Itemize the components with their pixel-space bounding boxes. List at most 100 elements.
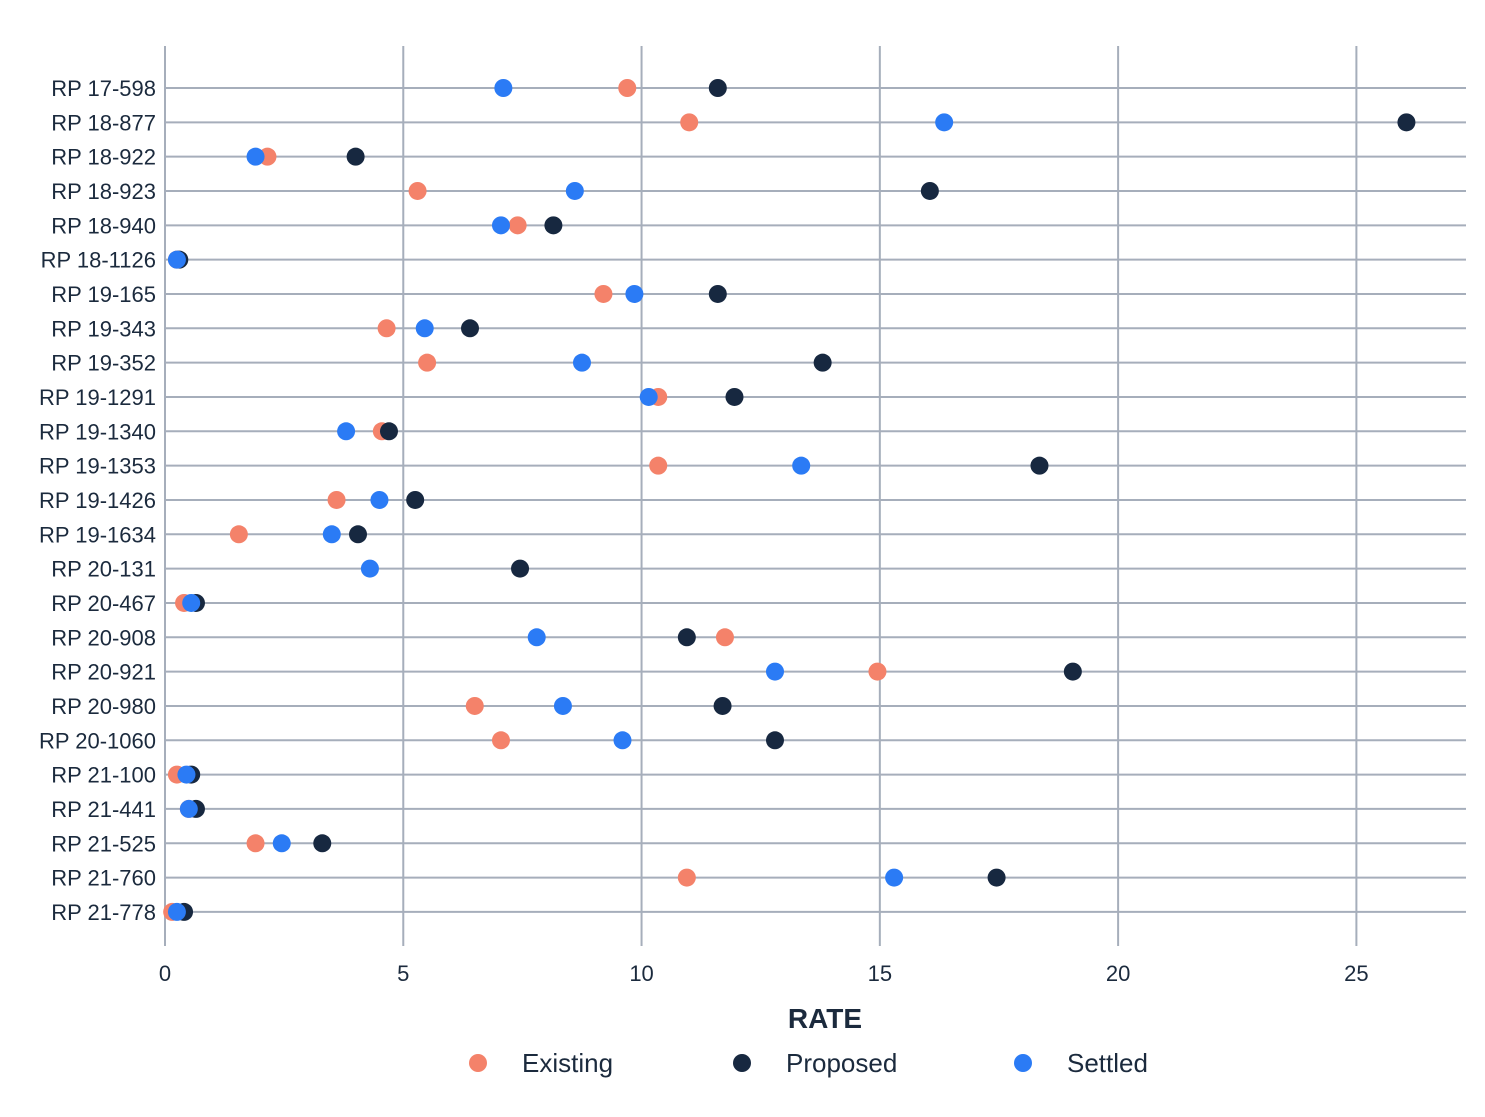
point-existing bbox=[508, 216, 527, 235]
point-settled bbox=[177, 765, 196, 784]
point-existing bbox=[715, 628, 734, 647]
point-settled bbox=[179, 799, 198, 818]
point-proposed bbox=[813, 353, 832, 372]
point-proposed bbox=[544, 216, 563, 235]
point-existing bbox=[618, 79, 637, 97]
point-settled bbox=[182, 593, 201, 612]
category-label: RP 20-921 bbox=[51, 660, 156, 685]
x-tick-label: 0 bbox=[159, 961, 171, 986]
category-label: RP 18-1126 bbox=[41, 248, 156, 273]
point-existing bbox=[408, 181, 427, 200]
point-proposed bbox=[379, 422, 398, 441]
point-settled bbox=[167, 250, 186, 269]
category-label: RP 21-760 bbox=[51, 866, 156, 891]
category-label: RP 20-467 bbox=[51, 591, 156, 616]
point-proposed bbox=[677, 628, 696, 647]
point-settled bbox=[337, 422, 356, 441]
category-label: RP 18-922 bbox=[51, 145, 156, 170]
category-label: RP 21-525 bbox=[51, 831, 156, 856]
point-settled bbox=[565, 181, 584, 200]
x-axis-title: RATE bbox=[788, 1003, 862, 1034]
category-label: RP 18-923 bbox=[51, 179, 156, 204]
point-settled bbox=[935, 113, 954, 132]
point-settled bbox=[246, 147, 265, 166]
point-settled bbox=[370, 490, 389, 509]
point-settled bbox=[765, 662, 784, 681]
point-settled bbox=[272, 834, 291, 853]
x-tick-label: 20 bbox=[1106, 961, 1130, 986]
category-label: RP 19-1426 bbox=[39, 488, 156, 513]
point-existing bbox=[594, 284, 613, 303]
category-label: RP 19-1291 bbox=[39, 385, 156, 410]
horizontal-gridlines bbox=[165, 87, 1466, 913]
category-label: RP 19-165 bbox=[51, 282, 156, 307]
point-proposed bbox=[1030, 456, 1049, 475]
point-existing bbox=[229, 525, 248, 544]
point-settled bbox=[360, 559, 379, 578]
point-existing bbox=[649, 456, 668, 475]
point-proposed bbox=[1397, 113, 1416, 132]
legend: Existing Proposed Settled bbox=[469, 1048, 1148, 1078]
point-existing bbox=[491, 731, 510, 750]
legend-label-settled: Settled bbox=[1067, 1048, 1148, 1078]
point-settled bbox=[322, 525, 341, 544]
point-proposed bbox=[765, 731, 784, 750]
category-label: RP 18-877 bbox=[51, 110, 156, 135]
category-label: RP 21-778 bbox=[51, 900, 156, 925]
point-proposed bbox=[713, 696, 732, 715]
point-settled bbox=[613, 731, 632, 750]
point-proposed bbox=[725, 387, 744, 406]
point-settled bbox=[527, 628, 546, 647]
category-label: RP 18-940 bbox=[51, 213, 156, 238]
point-proposed bbox=[511, 559, 530, 578]
point-settled bbox=[167, 902, 186, 921]
legend-marker-existing bbox=[469, 1054, 487, 1072]
y-axis-tick-labels: RP 17-598 RP 18-877 RP 18-922 RP 18-923 RP 1… bbox=[39, 76, 156, 925]
point-settled bbox=[494, 79, 513, 97]
point-settled bbox=[625, 284, 644, 303]
point-existing bbox=[327, 490, 346, 509]
legend-marker-proposed bbox=[733, 1054, 751, 1072]
point-settled bbox=[792, 456, 811, 475]
point-settled bbox=[415, 319, 434, 338]
point-proposed bbox=[349, 525, 368, 544]
x-tick-label: 25 bbox=[1344, 961, 1368, 986]
point-settled bbox=[885, 868, 904, 887]
point-existing bbox=[465, 696, 484, 715]
x-axis-tick-labels: 0 5 10 15 20 25 bbox=[159, 961, 1369, 986]
category-label: RP 20-980 bbox=[51, 694, 156, 719]
vertical-gridlines bbox=[164, 46, 1358, 946]
category-label: RP 19-1353 bbox=[39, 454, 156, 479]
point-proposed bbox=[920, 181, 939, 200]
legend-label-proposed: Proposed bbox=[786, 1048, 897, 1078]
category-label: RP 20-1060 bbox=[39, 728, 156, 753]
point-settled bbox=[572, 353, 591, 372]
legend-label-existing: Existing bbox=[522, 1048, 613, 1078]
category-label: RP 21-441 bbox=[51, 797, 156, 822]
point-proposed bbox=[987, 868, 1006, 887]
point-existing bbox=[377, 319, 396, 338]
point-settled bbox=[639, 387, 658, 406]
point-proposed bbox=[460, 319, 479, 338]
legend-marker-settled bbox=[1014, 1054, 1032, 1072]
category-label: RP 19-1634 bbox=[39, 522, 156, 547]
category-label: RP 21-100 bbox=[51, 763, 156, 788]
point-proposed bbox=[346, 147, 365, 166]
x-tick-label: 15 bbox=[868, 961, 892, 986]
point-proposed bbox=[406, 490, 425, 509]
category-label: RP 19-352 bbox=[51, 351, 156, 376]
category-label: RP 19-343 bbox=[51, 316, 156, 341]
x-tick-label: 10 bbox=[629, 961, 653, 986]
category-label: RP 17-598 bbox=[51, 76, 156, 101]
point-existing bbox=[418, 353, 437, 372]
category-label: RP 20-908 bbox=[51, 625, 156, 650]
point-existing bbox=[246, 834, 265, 853]
point-existing bbox=[680, 113, 699, 132]
data-points bbox=[163, 79, 1416, 921]
category-label: RP 20-131 bbox=[51, 557, 156, 582]
point-proposed bbox=[708, 79, 727, 97]
point-proposed bbox=[1063, 662, 1082, 681]
point-proposed bbox=[708, 284, 727, 303]
point-existing bbox=[677, 868, 696, 887]
